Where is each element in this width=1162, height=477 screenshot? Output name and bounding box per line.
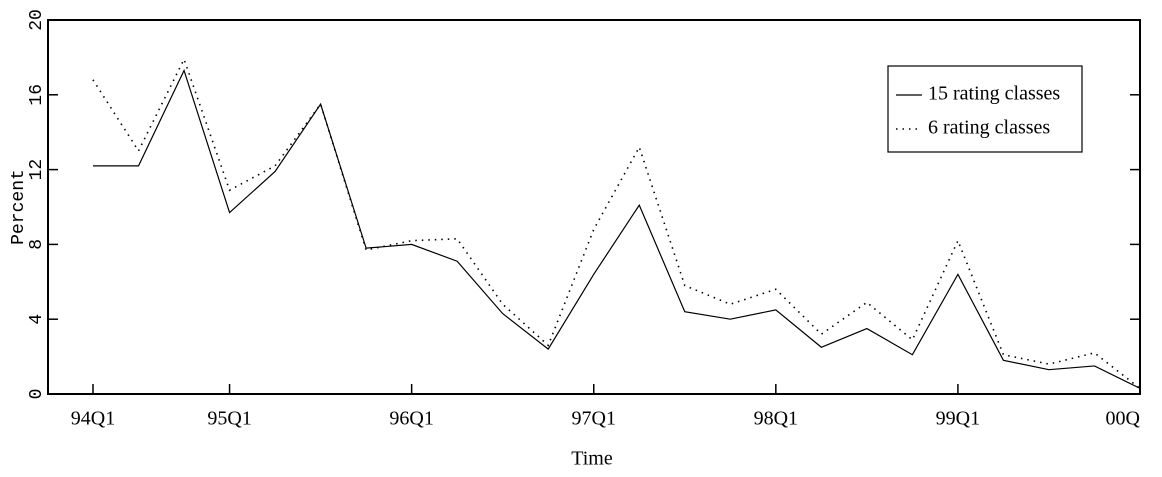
x-tick-label: 96Q1: [389, 408, 433, 430]
y-tick-label: 8: [27, 239, 47, 250]
y-tick-label: 12: [27, 159, 47, 181]
x-tick-label: 99Q1: [936, 408, 980, 430]
y-tick-label: 4: [27, 314, 47, 325]
y-axis-label: Percent: [9, 169, 29, 245]
legend-label: 15 rating classes: [928, 83, 1060, 105]
x-axis-label: Time: [571, 448, 613, 470]
y-tick-label: 16: [27, 84, 47, 106]
x-tick-label: 94Q1: [71, 408, 115, 430]
y-tick-label: 20: [27, 9, 47, 31]
legend-label: 6 rating classes: [928, 117, 1050, 139]
y-tick-label: 0: [27, 389, 47, 400]
x-tick-label: 00Q: [1106, 408, 1141, 430]
legend-box: [887, 65, 1083, 153]
x-tick-label: 97Q1: [572, 408, 616, 430]
x-tick-label: 98Q1: [754, 408, 798, 430]
series-line: [93, 68, 1141, 389]
x-tick-label: 95Q1: [207, 408, 251, 430]
